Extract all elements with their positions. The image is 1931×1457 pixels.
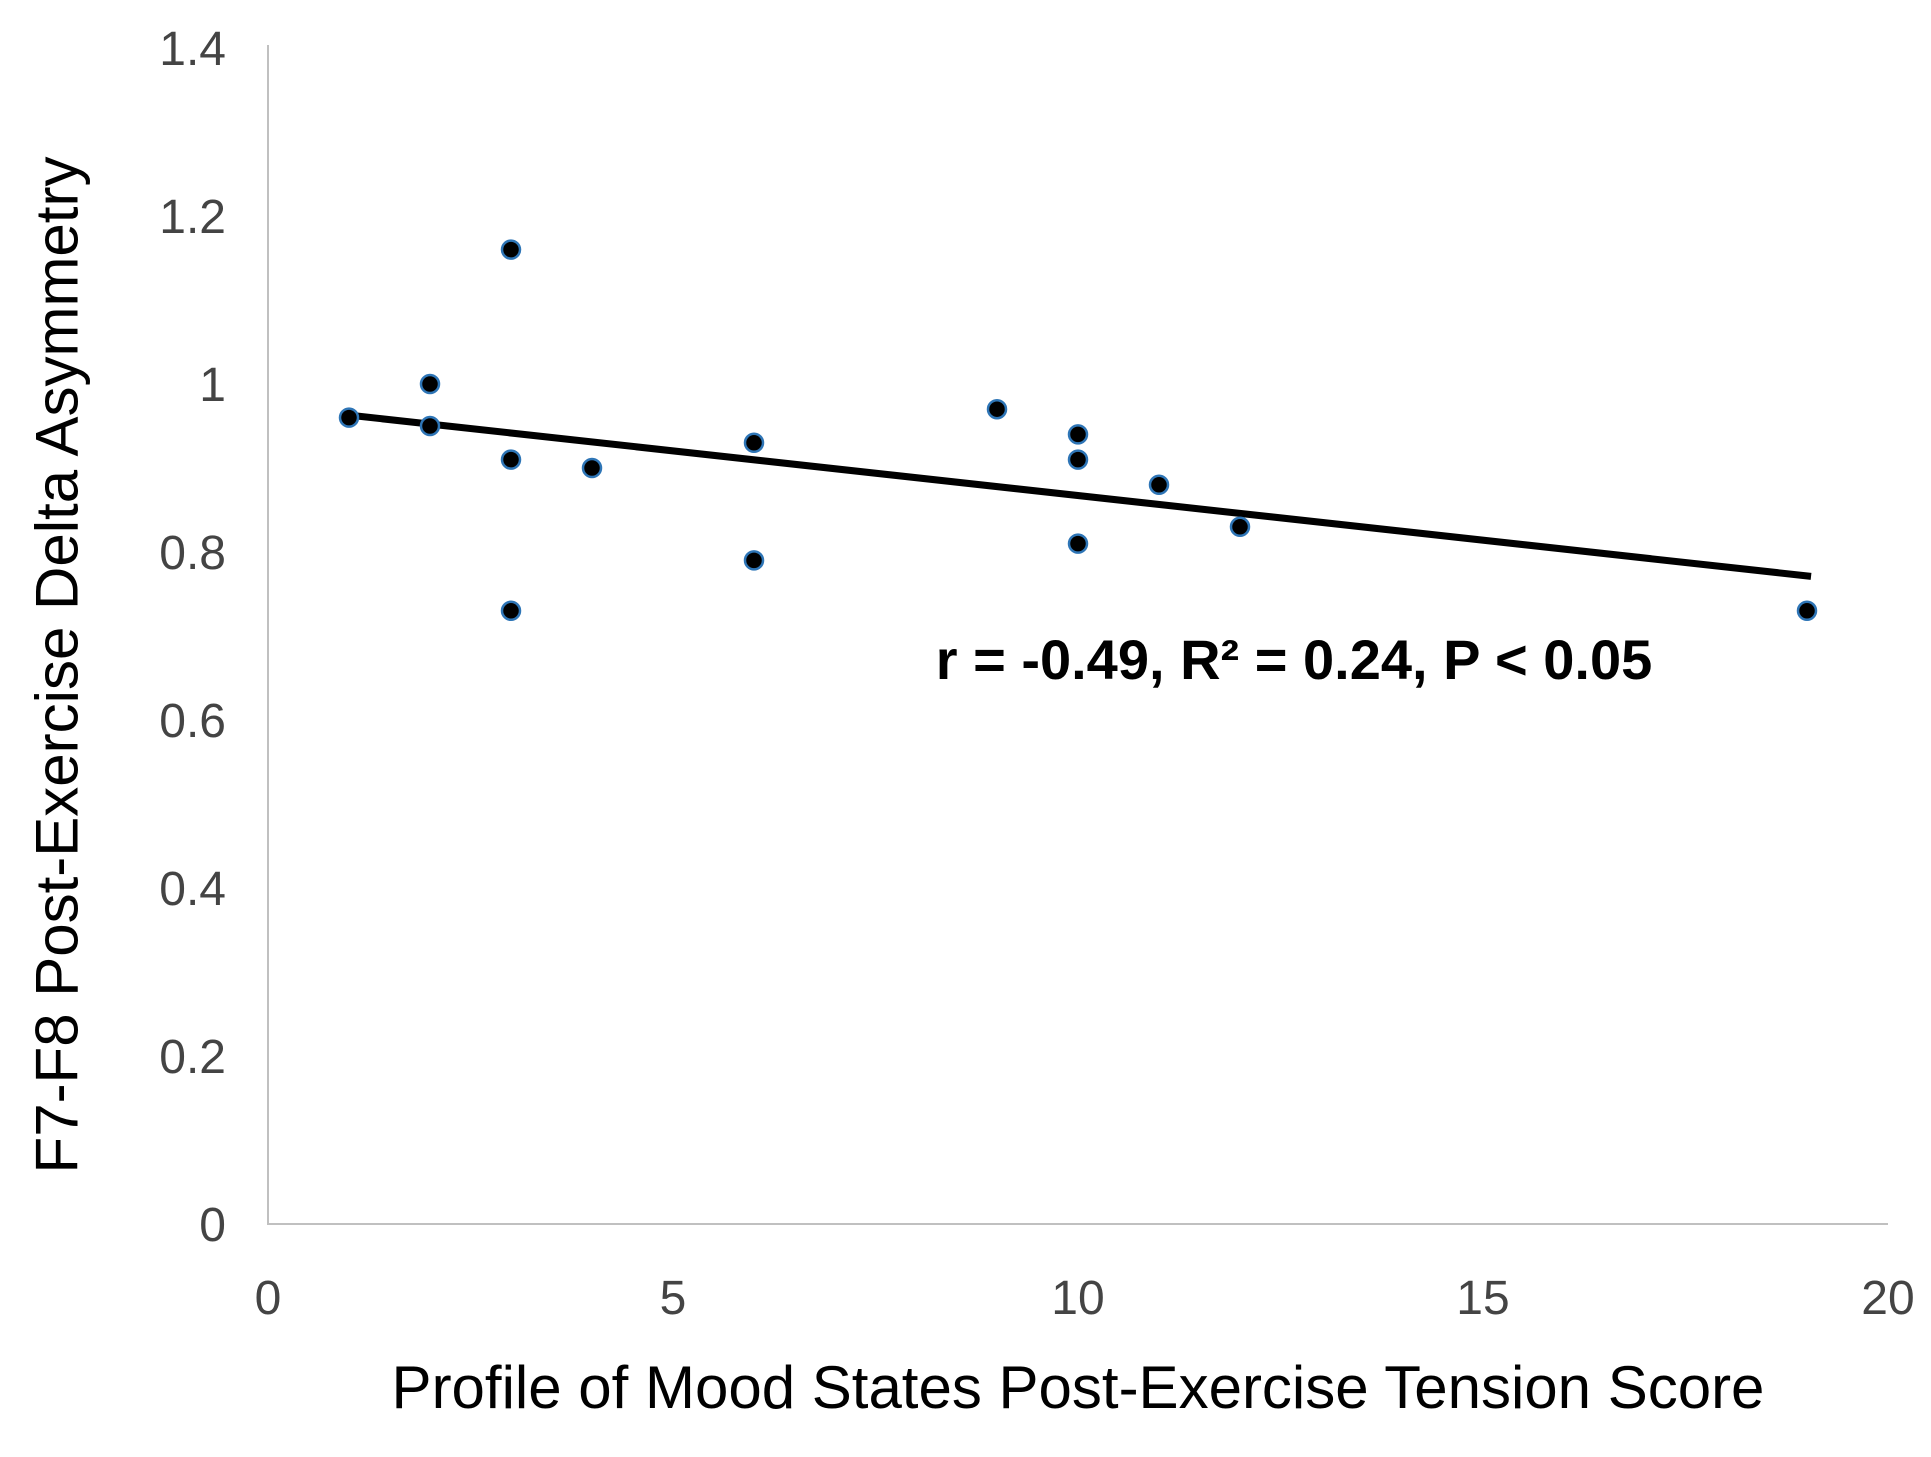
y-tick-label: 0.2 <box>159 1031 226 1084</box>
y-tick-label: 1.2 <box>159 191 226 244</box>
data-point <box>500 239 522 260</box>
x-axis-title: Profile of Mood States Post-Exercise Ten… <box>392 1354 1765 1421</box>
y-tick-labels: 0 0.2 0.4 0.6 0.8 1 1.2 1.4 <box>159 23 226 1252</box>
stats-annotation: r = -0.49, R² = 0.24, P < 0.05 <box>936 628 1653 691</box>
data-point <box>1796 600 1818 622</box>
data-point <box>1067 449 1089 470</box>
y-tick-label: 1.4 <box>159 23 226 76</box>
trendline <box>351 412 1812 580</box>
y-tick-label: 0 <box>199 1199 226 1252</box>
y-tick-label: 1 <box>199 359 226 412</box>
data-points <box>338 239 1818 622</box>
data-point <box>1067 533 1089 554</box>
x-tick-label: 20 <box>1861 1272 1914 1325</box>
x-tick-label: 0 <box>255 1272 282 1325</box>
data-point <box>581 457 603 479</box>
data-point <box>500 600 522 622</box>
x-tick-labels: 0 5 10 15 20 <box>255 1272 1915 1325</box>
data-point <box>1229 516 1251 538</box>
y-tick-label: 0.4 <box>159 863 226 916</box>
x-tick-label: 10 <box>1051 1272 1104 1325</box>
y-axis-title: F7-F8 Post-Exercise Delta Asymmetry <box>24 157 91 1174</box>
x-tick-label: 15 <box>1456 1272 1509 1325</box>
data-point <box>743 550 765 571</box>
data-point <box>500 449 522 470</box>
y-tick-label: 0.6 <box>159 695 226 748</box>
y-tick-label: 0.8 <box>159 527 226 580</box>
data-point <box>419 415 441 437</box>
data-point <box>1148 474 1170 496</box>
data-point <box>419 373 441 395</box>
data-point <box>338 407 360 428</box>
axes <box>267 45 1888 1225</box>
data-point <box>986 398 1008 420</box>
data-point <box>1067 424 1089 445</box>
data-point <box>743 432 765 454</box>
x-tick-label: 5 <box>660 1272 687 1325</box>
